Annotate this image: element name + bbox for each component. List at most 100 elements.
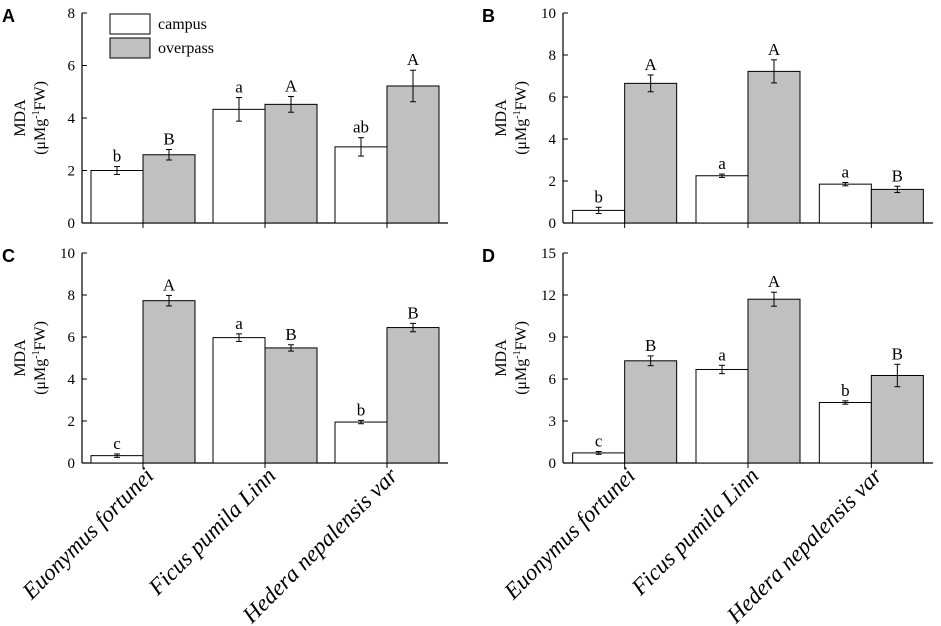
significance-letter: b [594,187,603,206]
legend-swatch-overpass [109,37,151,59]
panel-label: A [2,6,15,26]
unit-text: (μMg [32,119,49,155]
y-axis-unit: (μMg-1FW) [31,321,49,395]
significance-letter: a [235,78,243,97]
unit-superscript: -1 [31,110,42,118]
campus-bar [334,421,388,464]
overpass-bar [386,327,440,464]
unit-text: FW) [513,81,530,110]
y-tick-label: 12 [541,288,556,304]
y-tick-label: 4 [549,132,557,148]
y-tick-label: 10 [541,6,556,22]
y-tick-label: 0 [549,456,557,472]
overpass-bar [264,347,318,464]
campus-bar [212,108,266,224]
x-category-label: Ficus pumila Linn [626,463,764,601]
panel-label: C [2,246,15,266]
unit-superscript: -1 [512,350,523,358]
y-tick-label: 15 [541,246,556,262]
y-axis-label: MDA [12,99,29,137]
panel-d: 0 3 6 9 12 15 c a b B A B D MDA(μMg-1FW) Euonymus fort… [482,246,933,626]
overpass-bar [264,103,318,224]
panel-label: D [482,246,495,266]
y-tick-label: 6 [68,330,76,346]
legend-swatch-campus [109,13,151,35]
significance-letter: B [285,325,296,344]
panel-a: 0 2 4 6 8 b a ab B A A A MDA(μMg-1FW) [2,6,448,232]
significance-letter: a [842,162,850,181]
unit-text: (μMg [513,119,530,155]
significance-letter: A [285,76,298,95]
y-tick-label: 6 [68,59,76,75]
campus-bar [695,368,749,464]
significance-letter: A [768,40,781,59]
overpass-bar [624,82,678,224]
y-tick-label: 0 [68,456,76,472]
y-tick-label: 9 [549,330,557,346]
significance-letter: B [892,166,903,185]
legend-label-campus: campus [158,16,207,33]
significance-letter: ab [353,118,369,137]
y-axis-unit: (μMg-1FW) [512,321,530,395]
significance-letter: B [645,336,656,355]
significance-letter: c [113,434,121,453]
significance-letter: a [235,314,243,333]
y-axis-label: MDA [12,339,29,377]
overpass-bar [142,154,196,224]
y-tick-label: 4 [68,372,76,388]
significance-letter: B [407,303,418,322]
overpass-bar [870,375,924,464]
x-category-label: Ficus pumila Linn [143,463,281,601]
y-tick-label: 10 [60,246,75,262]
significance-letter: c [595,432,603,451]
x-category-label: Euonymus fortunei [17,463,159,605]
overpass-bar [747,298,801,464]
significance-letter: A [768,272,781,291]
significance-letter: A [645,55,658,74]
panel-c: 0 2 4 6 8 10 c a b A B B C MDA(μMg-1FW) Euonymus fortu… [2,246,448,626]
x-category-label: Euonymus fortunei [498,463,640,605]
unit-text: FW) [32,321,49,350]
y-axis-unit: (μMg-1FW) [512,81,530,155]
y-tick-label: 2 [68,414,76,430]
significance-letter: B [163,130,174,149]
y-tick-label: 0 [68,216,76,232]
campus-bar [695,175,749,224]
significance-letter: a [718,154,726,173]
significance-letter: b [357,400,366,419]
campus-bar [212,337,266,464]
overpass-bar [870,188,924,224]
y-tick-label: 8 [68,288,76,304]
y-tick-label: 6 [549,372,557,388]
significance-letter: b [113,147,122,166]
significance-letter: a [718,345,726,364]
unit-text: FW) [513,321,530,350]
unit-superscript: -1 [512,110,523,118]
legend-label-overpass: overpass [158,40,214,57]
y-tick-label: 0 [549,216,557,232]
overpass-bar [624,360,678,464]
overpass-bar [142,300,196,464]
legend: campus overpass [109,13,214,59]
significance-letter: A [407,50,420,69]
campus-bar [818,183,872,224]
y-axis-unit: (μMg-1FW) [31,81,49,155]
y-axis-label: MDA [493,339,510,377]
significance-letter: b [841,381,850,400]
overpass-bar [747,70,801,224]
significance-letter: A [163,275,176,294]
panel-label: B [482,6,495,26]
y-tick-label: 4 [68,111,76,127]
y-tick-label: 2 [549,174,557,190]
y-tick-label: 6 [549,90,557,106]
y-tick-label: 3 [549,414,557,430]
significance-letter: B [892,344,903,363]
y-axis-label: MDA [493,99,510,137]
y-tick-label: 8 [549,48,557,64]
unit-text: (μMg [513,359,530,395]
campus-bar [90,170,144,224]
campus-bar [334,146,388,224]
y-tick-label: 2 [68,164,76,180]
overpass-bar [386,85,440,224]
